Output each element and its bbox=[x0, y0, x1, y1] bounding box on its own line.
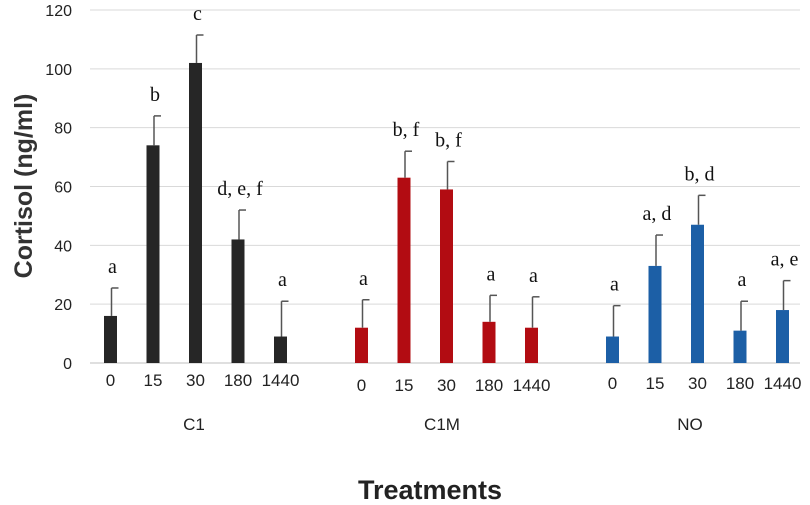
y-tick-label: 0 bbox=[63, 356, 72, 373]
group-label-C1M: C1M bbox=[424, 415, 460, 434]
x-tick-label: 1440 bbox=[513, 376, 551, 395]
bar-C1-0 bbox=[104, 315, 117, 363]
x-tick-label: 15 bbox=[646, 374, 665, 393]
bar-NO-15 bbox=[648, 265, 662, 363]
y-tick-label: 80 bbox=[54, 121, 72, 138]
significance-label: a, d bbox=[643, 203, 672, 225]
bar-C1M-1440 bbox=[525, 327, 538, 363]
x-tick-label: 15 bbox=[144, 371, 163, 390]
bar-C1-180 bbox=[231, 239, 245, 363]
x-tick-label: 1440 bbox=[764, 374, 802, 393]
y-axis-title: Cortisol (ng/ml) bbox=[10, 94, 38, 279]
error-bars bbox=[110, 34, 791, 337]
y-tick-label: 120 bbox=[45, 3, 72, 20]
bar-C1-1440 bbox=[274, 336, 287, 363]
significance-label: b, f bbox=[435, 129, 462, 151]
x-tick-label: 0 bbox=[608, 374, 617, 393]
x-tick-label: 180 bbox=[726, 374, 754, 393]
x-tick-labels: 0 15 30 180 1440 0 15 30 180 1440 0 15 30 180 1440 bbox=[106, 371, 802, 395]
significance-label: a bbox=[359, 268, 368, 290]
significance-label: c bbox=[193, 3, 202, 25]
y-tick-label: 20 bbox=[54, 297, 72, 314]
y-tick-label: 60 bbox=[54, 180, 72, 197]
x-tick-label: 30 bbox=[186, 371, 205, 390]
group-labels: C1 C1M NO bbox=[183, 415, 703, 434]
y-tick-label: 40 bbox=[54, 238, 72, 255]
bar-NO-1440 bbox=[776, 310, 789, 363]
bar-NO-180 bbox=[733, 330, 747, 363]
bar-C1-30 bbox=[189, 62, 202, 363]
x-tick-label: 15 bbox=[395, 376, 414, 395]
y-tick-label: 100 bbox=[45, 62, 72, 79]
x-tick-label: 180 bbox=[224, 371, 252, 390]
significance-labels: a b c d, e, f a a b, f b, f a a a a, d b, d a a, e bbox=[108, 3, 798, 296]
significance-label: b, d bbox=[685, 163, 715, 185]
bar-NO-0 bbox=[606, 336, 619, 363]
significance-label: a, e bbox=[771, 249, 799, 271]
x-axis-title: Treatments bbox=[358, 475, 502, 505]
x-tick-label: 30 bbox=[437, 376, 456, 395]
bar-C1-15 bbox=[146, 145, 160, 363]
group-label-NO: NO bbox=[677, 415, 703, 434]
bar-C1M-0 bbox=[355, 327, 368, 363]
bar-C1M-30 bbox=[440, 189, 453, 363]
x-tick-label: 30 bbox=[688, 374, 707, 393]
significance-label: b, f bbox=[393, 119, 420, 141]
bar-C1M-180 bbox=[482, 321, 496, 363]
x-tick-label: 0 bbox=[106, 371, 115, 390]
significance-label: b bbox=[150, 84, 160, 106]
x-tick-label: 0 bbox=[357, 376, 366, 395]
significance-label: a bbox=[278, 269, 287, 291]
significance-label: a bbox=[529, 265, 538, 287]
significance-label: d, e, f bbox=[217, 178, 263, 200]
y-tick-labels: 0 20 40 60 80 100 120 bbox=[45, 3, 72, 373]
significance-label: a bbox=[610, 274, 619, 296]
x-tick-label: 1440 bbox=[262, 371, 300, 390]
x-tick-label: 180 bbox=[475, 376, 503, 395]
bar-C1M-15 bbox=[397, 177, 411, 363]
group-label-C1: C1 bbox=[183, 415, 205, 434]
bars bbox=[104, 62, 789, 363]
significance-label: a bbox=[108, 256, 117, 278]
significance-label: a bbox=[487, 263, 496, 285]
bar-NO-30 bbox=[691, 224, 704, 363]
significance-label: a bbox=[738, 269, 747, 291]
